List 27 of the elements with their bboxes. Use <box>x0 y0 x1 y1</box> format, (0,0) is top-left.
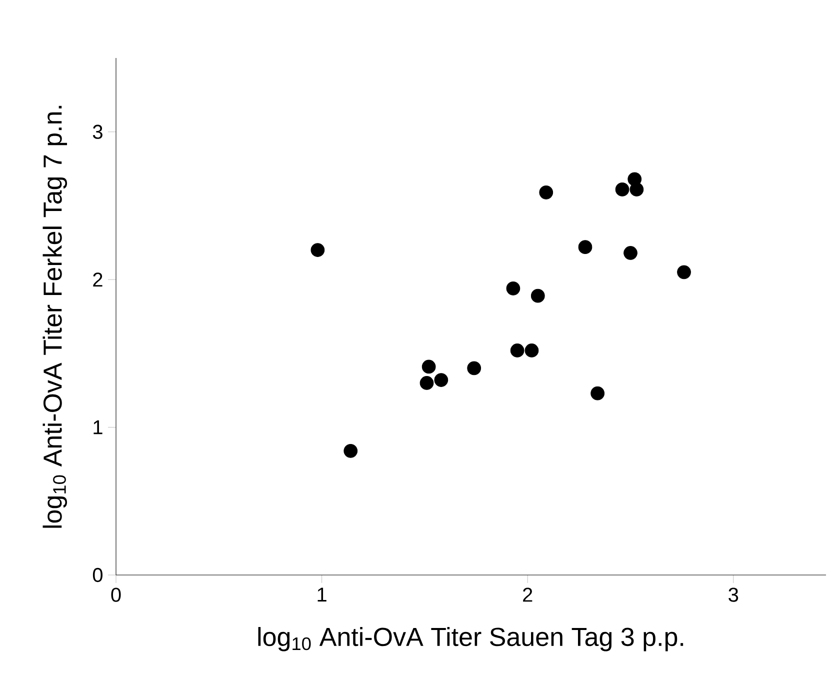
x-axis-title: log$_{10}$ Anti-OvA Titer Sauen Tag 3 p.p. <box>258 627 684 652</box>
point <box>539 185 554 200</box>
point <box>420 376 434 390</box>
point <box>624 246 638 260</box>
point <box>524 344 539 358</box>
point <box>615 182 630 196</box>
point <box>434 373 448 387</box>
point <box>590 386 605 400</box>
point <box>630 182 644 196</box>
x-tick-label: 1 <box>318 588 326 602</box>
point <box>310 243 325 257</box>
y-tick-label: 3 <box>92 124 102 139</box>
x-tick-label: 0 <box>111 588 121 602</box>
point <box>530 288 545 303</box>
y-axis-title: log$_{10}$ Anti-OvA Titer Ferkel Tag 7 p.n. <box>42 106 68 528</box>
point <box>467 361 482 376</box>
point <box>677 265 691 280</box>
x-tick-label: 3 <box>728 588 738 602</box>
y-tick-label: 0 <box>92 568 102 582</box>
point <box>510 344 524 358</box>
point <box>422 360 436 374</box>
point <box>344 444 358 458</box>
y-tick-label: 2 <box>93 272 102 287</box>
point <box>578 240 592 254</box>
y-tick-label: 1 <box>94 420 102 434</box>
x-tick-label: 2 <box>523 588 532 602</box>
point <box>506 281 520 296</box>
